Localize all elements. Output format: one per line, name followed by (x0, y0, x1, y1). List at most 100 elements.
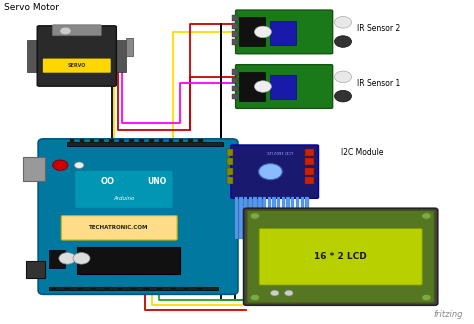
Bar (232, 39, 238, 45)
FancyBboxPatch shape (75, 170, 173, 208)
Bar (268, 197, 271, 239)
Text: LCD 1602 I2C: LCD 1602 I2C (266, 149, 293, 153)
Bar (277, 197, 280, 239)
Circle shape (422, 213, 431, 219)
Bar (232, 86, 238, 91)
Bar (23, 157, 45, 181)
Bar (227, 148, 233, 156)
Circle shape (59, 253, 76, 264)
Bar (80, 139, 84, 143)
Bar (235, 197, 238, 239)
Bar (48, 287, 218, 291)
Bar (100, 139, 104, 143)
Bar (114, 40, 126, 72)
Circle shape (335, 90, 352, 102)
FancyBboxPatch shape (236, 10, 333, 54)
Circle shape (271, 290, 279, 296)
Bar (244, 197, 247, 239)
Bar (77, 247, 181, 274)
Text: 16 * 2 LCD: 16 * 2 LCD (314, 252, 367, 261)
Bar (232, 77, 238, 83)
Bar (227, 168, 233, 175)
Bar (130, 287, 137, 290)
Bar (270, 75, 296, 99)
Bar (126, 38, 133, 56)
Bar (232, 31, 238, 37)
Bar (64, 287, 71, 290)
Bar (305, 168, 314, 175)
Text: SERVO: SERVO (68, 63, 86, 68)
Circle shape (250, 294, 260, 301)
Bar (227, 178, 233, 184)
FancyBboxPatch shape (231, 145, 319, 198)
Bar (139, 139, 144, 143)
FancyBboxPatch shape (247, 211, 435, 303)
Bar (305, 178, 314, 184)
Bar (286, 197, 290, 239)
Bar (232, 15, 238, 21)
Bar (301, 197, 304, 239)
Bar (196, 287, 202, 290)
Text: I2C Module: I2C Module (341, 148, 383, 157)
Bar (26, 261, 45, 278)
Bar (67, 142, 223, 146)
Bar (232, 94, 238, 99)
Circle shape (250, 213, 260, 219)
Bar (48, 250, 65, 268)
Bar (232, 23, 238, 29)
Circle shape (74, 162, 84, 168)
Circle shape (255, 26, 272, 38)
Bar (291, 197, 294, 239)
Bar (305, 158, 314, 165)
Bar (91, 287, 97, 290)
FancyBboxPatch shape (259, 228, 422, 285)
Text: Servo Motor: Servo Motor (4, 3, 59, 12)
FancyBboxPatch shape (236, 65, 333, 108)
Text: fritzing: fritzing (434, 310, 463, 319)
Circle shape (335, 17, 352, 28)
Bar (109, 139, 114, 143)
Bar (143, 287, 150, 290)
Bar (305, 148, 314, 156)
Text: IR Sensor 2: IR Sensor 2 (357, 24, 401, 33)
Bar (258, 197, 262, 239)
Bar (129, 139, 134, 143)
Bar (189, 139, 193, 143)
Bar (270, 21, 296, 45)
Bar (149, 139, 154, 143)
Bar (169, 139, 173, 143)
Bar (90, 139, 94, 143)
Bar (227, 158, 233, 165)
Bar (70, 139, 74, 143)
Bar (239, 197, 243, 239)
Circle shape (259, 164, 282, 180)
Circle shape (60, 27, 71, 35)
Bar (183, 287, 190, 290)
Text: Arduino: Arduino (113, 196, 135, 202)
Bar (119, 139, 124, 143)
Bar (263, 197, 266, 239)
Bar (156, 287, 163, 290)
FancyBboxPatch shape (38, 139, 238, 294)
FancyBboxPatch shape (52, 25, 101, 36)
Text: UNO: UNO (147, 177, 167, 186)
Bar (254, 197, 257, 239)
Circle shape (73, 253, 90, 264)
Circle shape (255, 81, 272, 92)
Bar (232, 69, 238, 75)
FancyBboxPatch shape (37, 26, 117, 86)
Bar (77, 287, 84, 290)
Bar (282, 197, 285, 239)
Bar (51, 287, 57, 290)
FancyBboxPatch shape (61, 216, 177, 240)
Bar (198, 139, 203, 143)
Bar (239, 17, 265, 46)
Text: TECHATRONIC.COM: TECHATRONIC.COM (90, 226, 149, 230)
FancyBboxPatch shape (43, 59, 111, 73)
Bar (117, 287, 123, 290)
Bar (27, 40, 40, 72)
Circle shape (284, 290, 293, 296)
Text: OO: OO (100, 177, 114, 186)
Bar (296, 197, 299, 239)
Text: IR Sensor 1: IR Sensor 1 (357, 79, 401, 88)
